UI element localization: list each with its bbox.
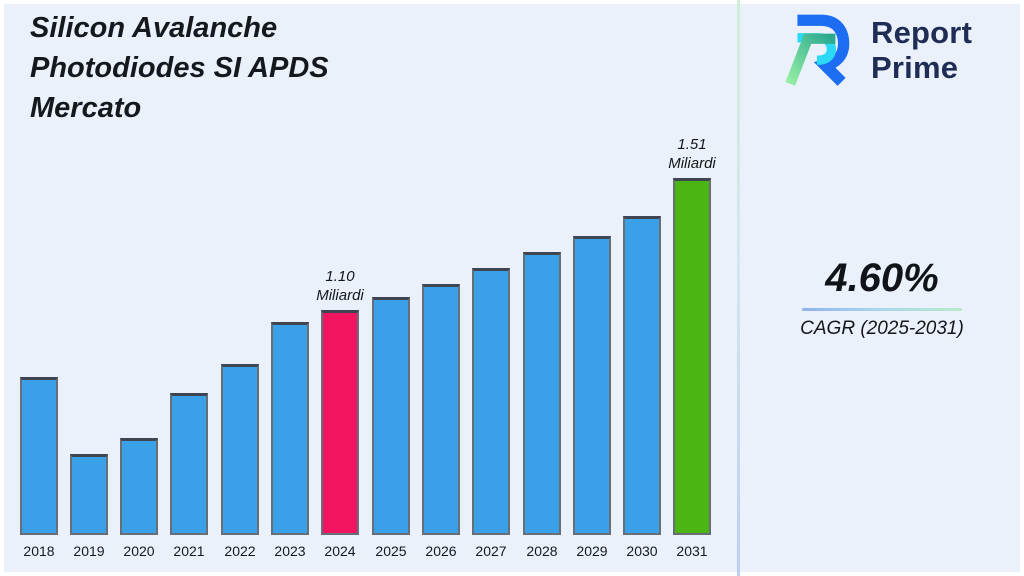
bar-2023 [271, 322, 309, 535]
bar-2020 [120, 438, 158, 535]
x-tick-2024: 2024 [324, 543, 356, 559]
bar-2022 [221, 364, 259, 535]
value-label-2031: 1.51 Miliardi [668, 136, 716, 172]
cagr-value: 4.60% [825, 256, 939, 300]
bar-chart: 2018 2019 2020 2021 2022 2023 2024 1.10 Miliard… [20, 136, 716, 559]
report-prime-logo-icon [785, 14, 850, 86]
bar-2025 [372, 297, 410, 535]
bar-2031 [673, 178, 711, 535]
chart-title: Silicon Avalanche Photodiodes SI APDS Me… [30, 12, 329, 125]
cagr-label: CAGR (2025-2031) [800, 318, 964, 339]
x-tick-2031: 2031 [676, 543, 708, 559]
bar-2028 [523, 252, 561, 535]
bar-2030 [623, 216, 661, 535]
bar-2026 [422, 284, 460, 535]
cagr-block: 4.60% CAGR (2025-2031) [750, 256, 1014, 340]
x-tick-2019: 2019 [73, 543, 105, 559]
x-tick-2028: 2028 [526, 543, 558, 559]
vertical-divider [737, 0, 740, 576]
bar-2019 [70, 454, 108, 535]
x-tick-2027: 2027 [475, 543, 507, 559]
value-label-2024: 1.10 Miliardi [316, 268, 364, 304]
cagr-underline-rule [802, 308, 962, 311]
x-tick-2018: 2018 [23, 543, 55, 559]
x-tick-2022: 2022 [224, 543, 256, 559]
logo-brand-line2: Prime [871, 49, 959, 85]
x-tick-2029: 2029 [576, 543, 608, 559]
logo-brand-line1: Report [871, 15, 973, 50]
x-tick-2021: 2021 [173, 543, 205, 559]
bar-2027 [472, 268, 510, 535]
x-tick-2023: 2023 [274, 543, 306, 559]
x-tick-2030: 2030 [626, 543, 658, 559]
x-tick-2026: 2026 [425, 543, 457, 559]
bar-2018 [20, 377, 58, 535]
report-prime-logo: Report Prime [781, 10, 972, 88]
x-tick-2025: 2025 [375, 543, 407, 559]
x-tick-2020: 2020 [123, 543, 155, 559]
report-prime-logo-text: Report Prime [871, 15, 973, 85]
bar-2024 [321, 310, 359, 535]
bar-2029 [573, 236, 611, 535]
bar-2021 [170, 393, 208, 535]
